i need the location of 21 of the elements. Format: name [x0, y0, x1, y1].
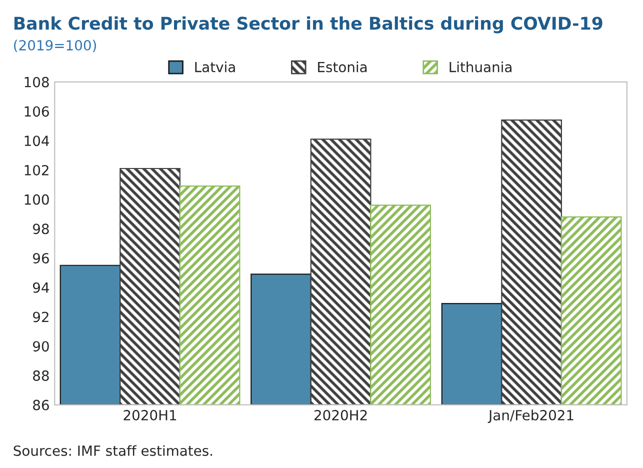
y-tick-label: 90	[32, 341, 49, 352]
x-tick-label: 2020H2	[314, 410, 367, 420]
legend-label: Estonia	[318, 62, 367, 72]
x-tick-label: 2020H1	[124, 410, 176, 420]
x-tick-label: Jan/Feb2021	[488, 410, 574, 424]
y-tick-label: 86	[33, 400, 49, 410]
y-tick-label: 102	[24, 164, 48, 176]
legend-label: Lithuania	[450, 62, 512, 72]
y-tick-label: 106	[24, 106, 49, 117]
y-tick-label: 108	[24, 76, 49, 88]
chart-title: Bank Credit to Private Sector in the Baltics during COVID-19	[14, 16, 602, 34]
y-tick-label: 88	[33, 370, 49, 381]
y-tick-label: 100	[24, 194, 49, 205]
source-note: Sources: IMF staff estimates.	[14, 445, 212, 456]
legend-label: Latvia	[195, 62, 235, 72]
y-tick-label: 98	[32, 224, 49, 234]
y-tick-label: 104	[24, 136, 50, 146]
y-tick-label: 96	[32, 253, 49, 264]
chart-subtitle: (2019=100)	[14, 40, 96, 52]
y-tick-label: 92	[32, 312, 48, 322]
y-tick-label: 94	[32, 282, 50, 293]
